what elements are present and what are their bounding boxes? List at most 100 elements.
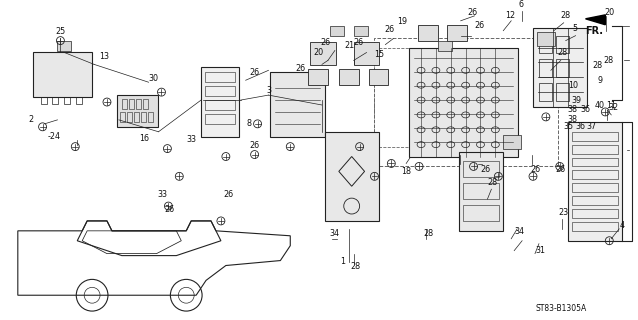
Bar [339,69,359,85]
Bar [205,86,235,96]
Bar [572,157,618,166]
Bar [572,145,618,154]
Bar [41,97,47,104]
Bar [369,69,389,85]
Bar [143,99,147,109]
Bar [556,60,568,77]
Bar [120,112,125,122]
Bar [134,112,138,122]
Bar [572,209,618,218]
Text: 8: 8 [246,119,251,128]
Text: 40: 40 [595,100,604,109]
Bar [537,32,555,45]
Text: 28: 28 [351,262,360,271]
Text: 38: 38 [568,106,577,115]
Text: 4: 4 [619,221,625,230]
Text: 28: 28 [423,229,433,238]
Text: 28: 28 [558,48,568,57]
Bar [271,72,325,137]
Bar [330,26,344,36]
Bar [533,28,588,107]
Bar [205,72,235,82]
Text: 26: 26 [249,68,260,77]
Text: 36: 36 [575,122,586,131]
Bar [325,132,380,221]
Bar [556,36,568,53]
Text: 9: 9 [598,76,603,85]
Bar [147,112,152,122]
Bar [572,183,618,192]
Bar [310,42,336,65]
Text: 26: 26 [249,141,260,150]
Text: 3: 3 [266,86,271,95]
Bar [57,41,71,51]
Text: 1: 1 [340,257,345,266]
Bar [556,83,568,101]
Bar [375,38,558,166]
Bar [568,122,622,241]
Text: 25: 25 [56,27,66,36]
Text: -24: -24 [48,132,61,141]
Text: 21: 21 [345,41,355,50]
Bar [463,183,500,199]
Text: 19: 19 [397,17,407,26]
Bar [539,60,552,77]
Bar [308,69,328,85]
Bar [409,48,518,156]
Bar [539,36,552,53]
Bar [129,99,134,109]
Text: 2: 2 [28,116,33,124]
Text: 20: 20 [604,8,614,17]
Text: 28: 28 [487,178,498,187]
Text: 16: 16 [140,134,150,143]
Bar [375,48,484,147]
Bar [447,25,466,41]
Text: 26: 26 [384,25,394,34]
Text: 23: 23 [559,207,569,217]
Bar [539,83,552,101]
Bar [572,132,618,141]
Text: 6: 6 [519,0,524,10]
Text: 18: 18 [401,167,411,176]
Text: 26: 26 [165,204,174,213]
Bar [33,52,92,97]
Text: 32: 32 [608,103,618,112]
Text: 31: 31 [535,246,545,255]
Text: 15: 15 [375,50,385,59]
Text: 10: 10 [568,81,579,90]
Text: 26: 26 [480,165,491,174]
Text: 37: 37 [586,122,597,131]
Bar [463,205,500,221]
Bar [127,112,132,122]
Text: 5: 5 [572,24,577,33]
Text: 35: 35 [563,122,574,131]
Text: 13: 13 [99,52,109,61]
Bar [463,162,500,177]
Text: ST83-B1305A: ST83-B1305A [535,304,586,313]
Text: 28: 28 [561,11,571,20]
Bar [205,100,235,110]
Bar [459,152,503,231]
Text: 33: 33 [158,190,167,199]
Text: 11: 11 [606,100,616,109]
Bar [117,95,158,127]
Text: 26: 26 [320,38,330,47]
Bar [572,222,618,231]
Text: 26: 26 [556,165,566,174]
Bar [64,97,70,104]
Text: 26: 26 [530,165,540,174]
Bar [438,41,452,51]
Text: 38: 38 [568,116,577,124]
Text: 33: 33 [186,135,197,144]
Text: 26: 26 [353,38,364,47]
Bar [572,170,618,179]
Text: 28: 28 [592,61,602,70]
Text: 26: 26 [295,64,305,73]
Bar [52,97,59,104]
Text: 34: 34 [330,229,340,238]
Text: 30: 30 [149,74,159,83]
Bar [140,112,145,122]
Text: FR.: FR. [586,26,604,36]
Bar [201,67,239,137]
Text: 26: 26 [475,21,485,30]
